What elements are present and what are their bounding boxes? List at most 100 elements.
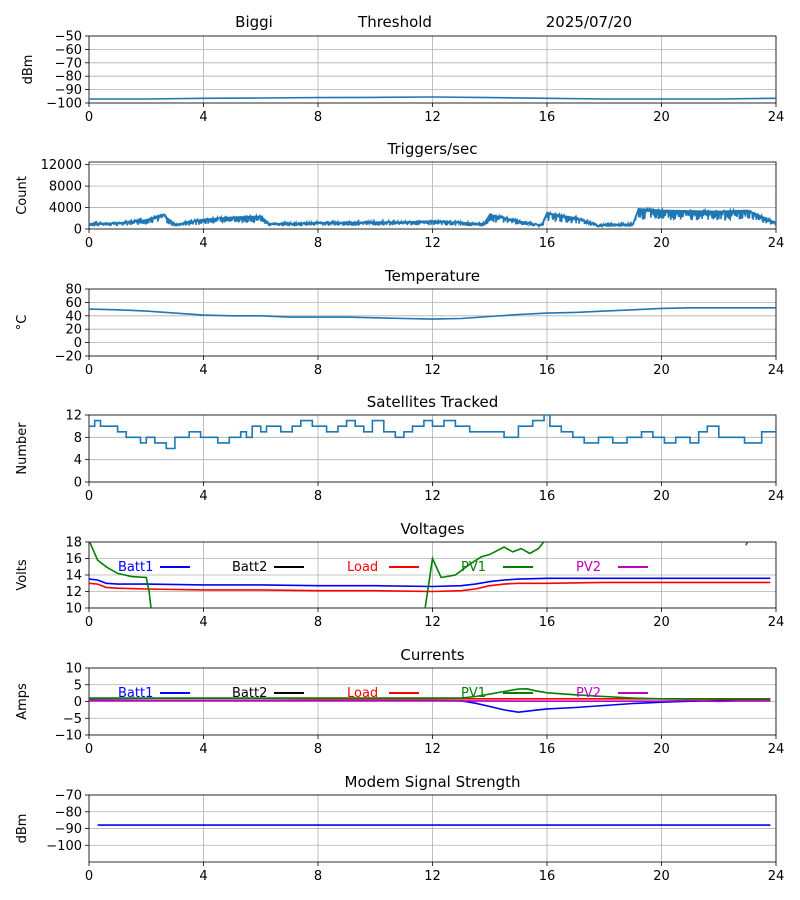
triggers-ylabel: Count — [15, 176, 30, 215]
temperature-xtick-label: 16 — [539, 363, 556, 378]
temperature-ylabel: °C — [15, 315, 30, 331]
currents-xtick-label: 16 — [539, 742, 556, 757]
header-site: Biggi — [235, 13, 273, 31]
voltages-series-batt1 — [89, 577, 771, 588]
temperature-ytick-label: 80 — [65, 283, 82, 298]
signal-xtick-label: 16 — [539, 110, 556, 125]
satellites-xtick-label: 16 — [539, 489, 556, 504]
voltages-ytick-label: 16 — [65, 552, 82, 567]
modem-ytick-label: −100 — [46, 839, 82, 854]
triggers-xtick-label: 8 — [314, 236, 322, 251]
temperature-xtick-label: 24 — [768, 363, 785, 378]
temperature-xtick-label: 12 — [424, 363, 441, 378]
satellites-ytick-label: 8 — [74, 431, 82, 446]
temperature-xtick-label: 8 — [314, 363, 322, 378]
signal-ylabel: dBm — [21, 55, 36, 85]
voltages-legend-label-pv2: PV2 — [576, 560, 601, 575]
temperature-title: Temperature — [384, 267, 480, 285]
voltages-xtick-label: 0 — [85, 615, 93, 630]
signal-xtick-label: 8 — [314, 110, 322, 125]
voltages-series-pv1-segment — [745, 542, 749, 546]
signal-xtick-label: 20 — [653, 110, 670, 125]
signal-xtick-label: 4 — [199, 110, 207, 125]
triggers-title: Triggers/sec — [387, 140, 478, 158]
modem-ytick-label: −80 — [55, 805, 82, 820]
triggers-xtick-label: 20 — [653, 236, 670, 251]
voltages-xtick-label: 20 — [653, 615, 670, 630]
voltages-legend-label-batt1: Batt1 — [118, 560, 153, 575]
currents-series-pv2 — [89, 699, 771, 703]
signal-ytick-label: −50 — [55, 30, 82, 45]
triggers-xtick-label: 4 — [199, 236, 207, 251]
triggers-xtick-label: 16 — [539, 236, 556, 251]
signal-ytick-label: −60 — [55, 43, 82, 58]
modem-xtick-label: 16 — [539, 869, 556, 884]
triggers-series-line — [89, 206, 776, 229]
temperature-xtick-label: 0 — [85, 363, 93, 378]
modem-xtick-label: 8 — [314, 869, 322, 884]
temperature-ytick-label: −20 — [55, 350, 82, 365]
voltages-legend-label-load: Load — [347, 560, 378, 575]
satellites-series-line — [89, 415, 776, 450]
modem-xtick-label: 24 — [768, 869, 785, 884]
modem-title: Modem Signal Strength — [345, 773, 521, 791]
satellites-xtick-label: 20 — [653, 489, 670, 504]
chart-modem: Modem Signal Strength 0 4 8 12 16 20 24 −100 −90 −… — [15, 773, 784, 884]
voltages-title: Voltages — [400, 520, 464, 538]
voltages-ytick-label: 14 — [65, 569, 82, 584]
currents-series-batt1 — [89, 699, 771, 714]
currents-legend-label-batt1: Batt1 — [118, 686, 153, 701]
currents-xtick-label: 12 — [424, 742, 441, 757]
satellites-ylabel: Number — [15, 422, 30, 475]
currents-legend-label-batt2: Batt2 — [232, 686, 267, 701]
currents-legend-label-pv1: PV1 — [461, 686, 486, 701]
satellites-ytick-label: 12 — [65, 409, 82, 424]
triggers-xtick-label: 24 — [768, 236, 785, 251]
signal-xtick-label: 0 — [85, 110, 93, 125]
currents-legend-label-load: Load — [347, 686, 378, 701]
temperature-ytick-label: 60 — [65, 296, 82, 311]
voltages-legend-label-pv1: PV1 — [461, 560, 486, 575]
voltages-ylabel: Volts — [15, 559, 30, 591]
triggers-ytick-label: 8000 — [49, 180, 82, 195]
satellites-xtick-label: 12 — [424, 489, 441, 504]
currents-title: Currents — [400, 646, 464, 664]
triggers-xtick-label: 0 — [85, 236, 93, 251]
temperature-xtick-label: 4 — [199, 363, 207, 378]
currents-ylabel: Amps — [15, 683, 30, 720]
voltages-series-pv1 — [89, 542, 545, 608]
satellites-title: Satellites Tracked — [367, 393, 498, 411]
temperature-ytick-label: 0 — [74, 336, 82, 351]
voltages-xtick-label: 8 — [314, 615, 322, 630]
triggers-ytick-label: 12000 — [41, 158, 82, 173]
currents-xtick-label: 8 — [314, 742, 322, 757]
chart-signal: 0 4 8 12 16 20 24 −100−90−80−70−60−50 dBm — [21, 30, 784, 126]
satellites-ytick-label: 4 — [74, 453, 82, 468]
voltages-legend-label-batt2: Batt2 — [232, 560, 267, 575]
modem-xtick-label: 12 — [424, 869, 441, 884]
chart-triggers: Triggers/sec 0 4 8 12 16 20 24 0 4000 8000 12000 Cou… — [15, 140, 784, 251]
voltages-xtick-label: 12 — [424, 615, 441, 630]
currents-ytick-label: 5 — [74, 678, 82, 693]
currents-ytick-label: −5 — [63, 712, 82, 727]
voltages-xtick-label: 4 — [199, 615, 207, 630]
satellites-xtick-label: 8 — [314, 489, 322, 504]
currents-ytick-label: 10 — [65, 662, 82, 677]
modem-ytick-label: −70 — [55, 789, 82, 804]
voltages-ytick-label: 18 — [65, 536, 82, 551]
currents-legend-label-pv2: PV2 — [576, 686, 601, 701]
currents-xtick-label: 0 — [85, 742, 93, 757]
header-date: 2025/07/20 — [546, 13, 632, 31]
triggers-ytick-label: 4000 — [49, 201, 82, 216]
satellites-xtick-label: 0 — [85, 489, 93, 504]
modem-ytick-label: −90 — [55, 822, 82, 837]
chart-panels: 0 4 8 12 16 20 24−100−90−80−70−60−50dBmTrigger… — [15, 30, 784, 885]
header-mode: Threshold — [357, 13, 432, 31]
signal-ytick-label: −80 — [55, 70, 82, 85]
triggers-ytick-label: 0 — [74, 223, 82, 238]
signal-xtick-label: 24 — [768, 110, 785, 125]
voltages-ytick-label: 12 — [65, 585, 82, 600]
